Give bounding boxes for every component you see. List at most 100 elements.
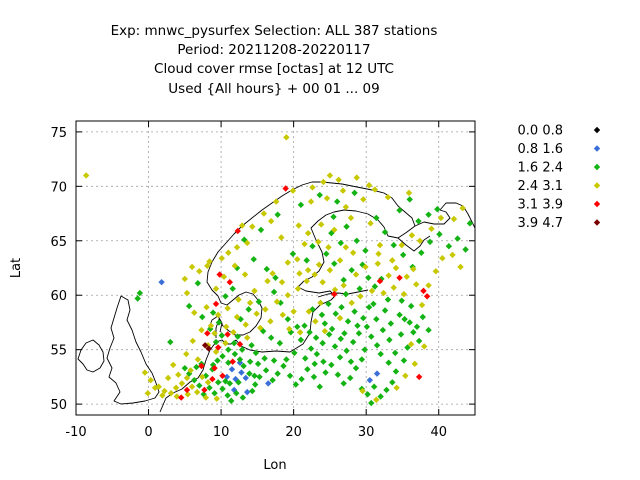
data-point-2-4-3-1 (220, 273, 228, 280)
data-point-1-6-2-4 (212, 338, 220, 346)
data-point-3-1-3-9 (236, 341, 244, 348)
data-point-2-4-3-1 (183, 289, 191, 297)
data-point-1-6-2-4 (274, 211, 281, 218)
data-point-2-4-3-1 (459, 204, 466, 212)
data-point-2-4-3-1 (421, 343, 428, 350)
data-point-2-4-3-1 (380, 289, 387, 297)
data-point-1-6-2-4 (167, 338, 174, 346)
data-point-2-4-3-1 (260, 210, 268, 217)
data-point-1-6-2-4 (348, 266, 355, 274)
data-point-2-4-3-1 (347, 214, 355, 222)
data-point-3-1-3-9 (177, 394, 185, 401)
data-point-2-4-3-1 (352, 271, 360, 278)
x-tick-label: -10 (65, 425, 86, 440)
data-point-1-6-2-4 (406, 319, 413, 326)
plot-frame (75, 120, 476, 416)
data-point-1-6-2-4 (136, 289, 144, 297)
data-point-3-1-3-9 (214, 344, 222, 351)
coastline-ireland (77, 339, 105, 373)
data-point-2-4-3-1 (311, 271, 318, 278)
data-point-2-4-3-1 (184, 391, 191, 398)
data-point-1-6-2-4 (397, 331, 405, 338)
data-point-1-6-2-4 (398, 297, 405, 304)
data-point-1-6-2-4 (332, 310, 339, 317)
data-point-2-4-3-1 (389, 257, 396, 264)
data-point-2-4-3-1 (407, 341, 415, 348)
data-point-1-6-2-4 (425, 211, 432, 218)
data-point-2-4-3-1 (267, 217, 275, 225)
data-point-1-6-2-4 (355, 330, 363, 337)
data-point-1-6-2-4 (349, 338, 357, 346)
data-point-1-6-2-4 (377, 393, 384, 400)
data-point-1-6-2-4 (360, 314, 367, 322)
data-point-1-6-2-4 (445, 243, 453, 250)
data-point-1-6-2-4 (239, 394, 247, 401)
data-point-3-1-3-9 (204, 330, 211, 337)
data-point-1-6-2-4 (415, 337, 423, 345)
data-point-2-4-3-1 (233, 244, 241, 251)
data-point-1-6-2-4 (406, 196, 413, 203)
data-point-2-4-3-1 (238, 222, 246, 229)
data-point-2-4-3-1 (294, 256, 301, 263)
data-point-2-4-3-1 (204, 379, 212, 386)
data-point-1-6-2-4 (333, 198, 341, 205)
data-point-1-6-2-4 (365, 304, 373, 311)
data-point-1-6-2-4 (209, 309, 217, 316)
data-point-1-6-2-4 (311, 360, 318, 368)
data-point-2-4-3-1 (286, 325, 293, 333)
data-point-1-6-2-4 (234, 333, 241, 340)
data-point-2-4-3-1 (269, 270, 276, 277)
y-axis-label: Lat (9, 258, 24, 278)
title-line-2: Period: 20211208-20220117 (177, 42, 370, 58)
data-point-2-4-3-1 (178, 380, 186, 387)
data-point-1-6-2-4 (325, 331, 333, 338)
data-point-1-6-2-4 (340, 380, 347, 387)
data-point-1-6-2-4 (228, 397, 235, 405)
data-point-1-6-2-4 (426, 238, 434, 246)
data-point-2-4-3-1 (312, 318, 319, 325)
data-point-0-8-1-6 (265, 380, 272, 387)
data-point-1-6-2-4 (365, 274, 372, 281)
data-point-2-4-3-1 (214, 311, 222, 319)
data-point-1-6-2-4 (246, 358, 254, 365)
data-point-1-6-2-4 (211, 390, 218, 397)
data-point-2-4-3-1 (211, 330, 218, 337)
data-point-2-4-3-1 (196, 268, 203, 275)
data-point-2-4-3-1 (326, 266, 334, 274)
data-point-1-6-2-4 (226, 380, 233, 387)
data-point-1-6-2-4 (377, 350, 384, 358)
data-point-2-4-3-1 (284, 259, 292, 266)
data-point-1-6-2-4 (400, 357, 408, 364)
data-point-1-6-2-4 (249, 387, 256, 395)
data-point-2-4-3-1 (449, 251, 456, 259)
data-point-1-6-2-4 (185, 302, 193, 310)
data-point-2-4-3-1 (249, 223, 256, 230)
data-point-1-6-2-4 (347, 358, 355, 365)
data-point-3-1-3-9 (201, 386, 208, 394)
data-point-1-6-2-4 (248, 342, 255, 349)
data-point-2-4-3-1 (375, 250, 382, 258)
data-point-1-6-2-4 (222, 293, 229, 300)
data-point-1-6-2-4 (334, 371, 342, 378)
data-point-0-8-1-6 (373, 370, 381, 377)
data-point-1-6-2-4 (263, 265, 270, 273)
data-point-2-4-3-1 (336, 257, 344, 264)
data-point-2-4-3-1 (253, 310, 260, 317)
data-point-1-6-2-4 (206, 384, 213, 391)
y-tick-label: 60 (50, 289, 67, 304)
data-point-2-4-3-1 (384, 194, 392, 201)
data-point-2-4-3-1 (187, 367, 194, 374)
data-point-2-4-3-1 (331, 226, 338, 234)
data-point-2-4-3-1 (400, 290, 408, 298)
data-point-1-6-2-4 (303, 257, 310, 264)
data-point-3-1-3-9 (224, 331, 231, 338)
data-points (82, 134, 474, 407)
data-point-2-4-3-1 (233, 313, 241, 321)
data-point-1-6-2-4 (344, 318, 352, 325)
data-point-1-6-2-4 (270, 357, 278, 364)
data-point-1-6-2-4 (410, 329, 417, 336)
data-point-2-4-3-1 (213, 395, 220, 402)
x-tick-label: 20 (285, 425, 302, 440)
data-point-2-4-3-1 (323, 195, 331, 202)
